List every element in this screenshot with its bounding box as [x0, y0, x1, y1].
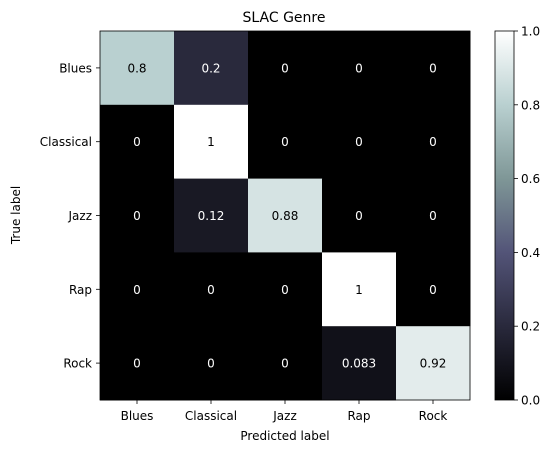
heatmap-cell [396, 326, 471, 401]
heatmap-cell [322, 178, 397, 253]
heatmap-cell [322, 104, 397, 180]
colorbar-tick-label: 1.0 [521, 25, 540, 39]
y-tick-label: Jazz [68, 209, 93, 223]
cell-value-label: 0.88 [272, 209, 299, 223]
cell-value-label: 0 [133, 135, 141, 149]
cell-value-label: 0 [355, 135, 363, 149]
colorbar-tick-label: 0.8 [521, 98, 540, 112]
colorbar [494, 30, 515, 401]
cell-value-label: 0 [133, 209, 141, 223]
heatmap-cell [248, 104, 323, 180]
heatmap-cell [100, 178, 175, 253]
heatmap-cell [396, 252, 471, 327]
x-tick-label: Jazz [272, 409, 297, 423]
heatmap-cell [100, 252, 175, 327]
cell-value-label: 0 [281, 135, 289, 149]
colorbar-tick-label: 0.2 [521, 320, 540, 334]
cell-value-label: 0.083 [342, 357, 376, 371]
y-tick-label: Rap [69, 283, 92, 297]
cell-value-label: 0 [207, 283, 215, 297]
cell-value-label: 0 [281, 357, 289, 371]
heatmap-cell [248, 252, 323, 327]
y-axis-label: True label [9, 186, 23, 245]
colorbar-axis: 0.0 0.2 0.4 0.6 0.8 1.0 [514, 25, 540, 408]
colorbar-tick-label: 0.0 [521, 394, 540, 408]
cell-value-label: 0.2 [201, 61, 220, 75]
heatmap-cell [396, 178, 471, 253]
heatmap-cell [248, 326, 323, 401]
heatmap-cell [100, 31, 175, 106]
cell-value-label: 1 [207, 135, 215, 149]
colorbar-tick-label: 0.6 [521, 172, 540, 186]
heatmap-cell [248, 31, 323, 106]
cell-value-label: 0 [355, 209, 363, 223]
y-tick-label: Blues [59, 61, 92, 75]
heatmap-cells: 0.8 0.2 0 0 0 0 1 0 0 0 0 0.12 0.88 0 0 0 0 0 1 0 0 0 0 0.083 0.… [100, 31, 471, 401]
x-axis-label: Predicted label [240, 429, 329, 443]
colorbar-tick-label: 0.4 [521, 246, 540, 260]
y-tick-label: Rock [63, 357, 92, 371]
heatmap-cell [322, 31, 397, 106]
cell-value-label: 0.92 [420, 357, 447, 371]
cell-value-label: 0.12 [198, 209, 225, 223]
heatmap-cell [174, 31, 249, 106]
x-tick-label: Blues [121, 409, 154, 423]
heatmap-cell [174, 252, 249, 327]
cell-value-label: 0 [281, 283, 289, 297]
y-tick-label: Classical [40, 135, 92, 149]
heatmap-cell [396, 31, 471, 106]
y-axis: Blues Classical Jazz Rap Rock [40, 61, 100, 371]
heatmap-cell [322, 252, 397, 327]
cell-value-label: 0 [429, 209, 437, 223]
heatmap-cell [396, 104, 471, 180]
x-axis: Blues Classical Jazz Rap Rock [121, 400, 448, 423]
cell-value-label: 0 [429, 283, 437, 297]
x-tick-label: Rock [419, 409, 448, 423]
cell-value-label: 0 [133, 357, 141, 371]
heatmap-cell [100, 104, 175, 180]
x-tick-label: Rap [347, 409, 370, 423]
cell-value-label: 0 [355, 61, 363, 75]
cell-value-label: 1 [355, 283, 363, 297]
cell-value-label: 0 [207, 357, 215, 371]
heatmap-cell [174, 326, 249, 401]
heatmap-cell [322, 326, 397, 401]
cell-value-label: 0 [429, 61, 437, 75]
heatmap-cell [100, 326, 175, 401]
cell-value-label: 0 [281, 61, 289, 75]
heatmap-cell [248, 178, 323, 253]
heatmap-cell [174, 178, 249, 253]
chart-title: SLAC Genre [243, 10, 326, 26]
cell-value-label: 0.8 [127, 61, 146, 75]
heatmap-cell [174, 104, 249, 180]
cell-value-label: 0 [133, 283, 141, 297]
cell-value-label: 0 [429, 135, 437, 149]
x-tick-label: Classical [185, 409, 237, 423]
